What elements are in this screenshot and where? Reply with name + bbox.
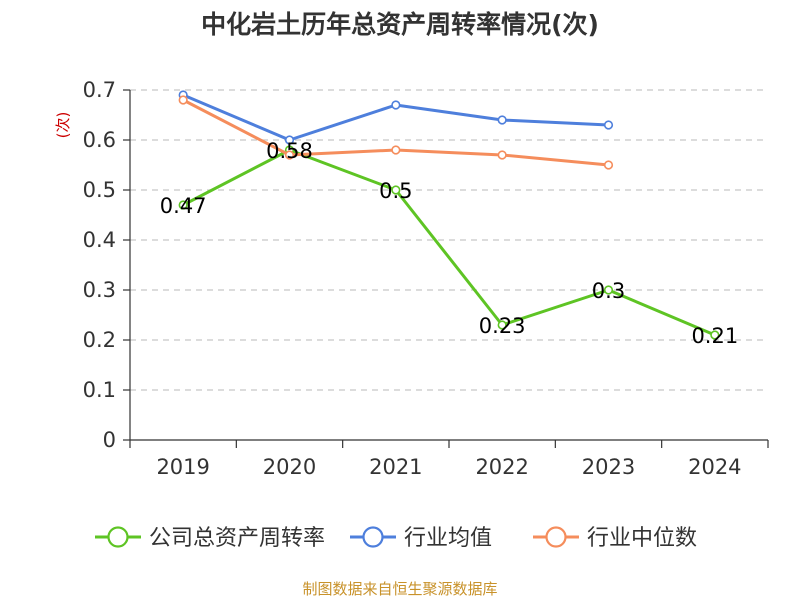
data-point — [284, 150, 295, 160]
data-point — [603, 120, 614, 130]
y-tick-label: 0.6 — [83, 128, 116, 152]
y-axis-label: (次) — [54, 112, 72, 139]
y-tick-label: 0.7 — [83, 78, 116, 102]
x-tick-label: 2024 — [688, 455, 741, 479]
data-point — [710, 330, 720, 340]
x-tick-label: 2019 — [156, 455, 209, 479]
y-tick-label: 0.5 — [83, 178, 116, 202]
data-point — [497, 115, 507, 125]
data-label: 0.21 — [691, 324, 738, 348]
x-tick-label: 2020 — [263, 455, 316, 479]
y-tick-label: 0.4 — [83, 228, 116, 252]
data-labels: 0.47 0.58 0.5 0.23 0.3 0.21 — [160, 139, 738, 348]
source-note: 制图数据来自恒生聚源数据库 — [302, 580, 497, 598]
x-tick-label: 2021 — [369, 455, 422, 479]
legend-swatch-marker — [107, 526, 129, 548]
y-tick-label: 0.1 — [83, 378, 116, 402]
data-label: 0.58 — [266, 139, 313, 163]
data-point — [178, 200, 188, 210]
legend-swatch-marker — [545, 526, 567, 548]
legend-label: 行业中位数 — [587, 526, 697, 551]
data-point — [603, 160, 614, 170]
data-point — [391, 100, 401, 110]
grid — [130, 89, 768, 391]
legend: 公司总资产周转率 行业均值 行业中位数 — [95, 526, 697, 551]
series-lines — [178, 90, 720, 340]
legend-item: 行业中位数 — [533, 526, 697, 551]
data-point — [391, 185, 401, 195]
data-point — [497, 320, 507, 330]
data-label: 0.3 — [592, 279, 625, 303]
legend-label: 公司总资产周转率 — [149, 526, 325, 551]
data-label: 0.47 — [160, 194, 207, 218]
data-point — [284, 135, 295, 145]
data-label: 0.5 — [379, 179, 412, 203]
series-line — [182, 98, 609, 167]
data-point — [603, 285, 614, 295]
legend-item: 行业均值 — [350, 526, 492, 551]
legend-swatch-marker — [362, 526, 384, 548]
data-label: 0.23 — [479, 314, 526, 338]
y-tick-label: 0.3 — [83, 278, 116, 302]
series-line — [182, 148, 716, 337]
x-tick-label: 2022 — [475, 455, 528, 479]
y-tick-label: 0 — [103, 428, 116, 452]
data-point — [497, 150, 507, 160]
chart-title: 中化岩土历年总资产周转率情况(次) — [201, 10, 599, 39]
data-point — [391, 145, 401, 155]
y-tick-label: 0.2 — [83, 328, 116, 352]
x-tick-label: 2023 — [582, 455, 635, 479]
axes: 0 0.1 0.2 0.3 0.4 0.5 0.6 0.7 2019 2020 2021 2022 20… — [83, 78, 769, 479]
legend-label: 行业均值 — [404, 526, 492, 551]
data-point — [178, 95, 188, 105]
legend-item: 公司总资产周转率 — [95, 526, 325, 551]
